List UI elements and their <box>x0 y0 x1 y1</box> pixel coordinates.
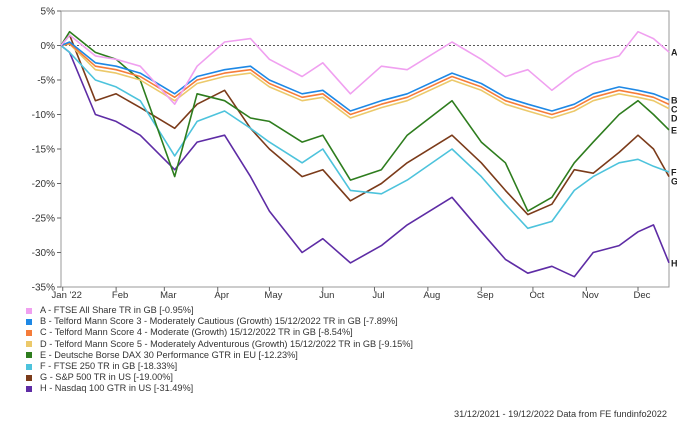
legend-swatch <box>26 318 32 325</box>
y-tick-label: -10% <box>32 110 55 121</box>
series-line-e <box>60 30 670 212</box>
legend-label: H - Nasdaq 100 GTR in US [-31.49%] <box>40 383 194 394</box>
series-line-d <box>60 43 670 119</box>
legend-item-c: C - Telford Mann Score 4 - Moderate (Gro… <box>26 327 586 338</box>
x-tick-label: Jan '22 <box>52 290 82 300</box>
y-tick-label: -35% <box>32 283 55 294</box>
legend-label: E - Deutsche Borse DAX 30 Performance GT… <box>40 349 298 360</box>
x-tick-label: Feb <box>112 290 128 300</box>
legend-item-g: G - S&P 500 TR in US [-19.00%] <box>26 372 586 383</box>
end-label-d: D <box>671 113 677 123</box>
end-label-g: G <box>671 176 677 186</box>
x-tick-label: May <box>264 290 282 300</box>
legend-label: B - Telford Mann Score 3 - Moderately Ca… <box>40 316 398 327</box>
legend-item-f: F - FTSE 250 TR in GB [-18.33%] <box>26 361 586 372</box>
legend-swatch <box>26 307 32 314</box>
legend-swatch <box>26 341 32 348</box>
legend-item-a: A - FTSE All Share TR in GB [-0.95%] <box>26 305 586 316</box>
x-tick-label: Aug <box>423 290 440 300</box>
y-tick-label: -5% <box>37 76 55 87</box>
legend-item-b: B - Telford Mann Score 3 - Moderately Ca… <box>26 316 586 327</box>
legend-label: D - Telford Mann Score 5 - Moderately Ad… <box>40 338 413 349</box>
end-label-b: B <box>671 95 677 105</box>
x-tick-label: Apr <box>214 290 229 300</box>
y-tick-label: -30% <box>32 248 55 259</box>
y-tick-label: -25% <box>32 214 55 225</box>
end-label-c: C <box>671 104 677 114</box>
x-tick-label: Mar <box>160 290 176 300</box>
x-axis: Jan '22 Feb Mar Apr May Jun Jul Aug Sep Oct Nov Dec <box>52 287 651 300</box>
line-chart: 5% 0% -5% -10% -15% -20% -25% -30% -35% Jan '22 F… <box>32 7 677 301</box>
legend-swatch <box>26 363 32 370</box>
series-layer <box>60 30 670 278</box>
end-label-a: A <box>671 48 677 58</box>
legend-label: G - S&P 500 TR in US [-19.00%] <box>40 372 173 383</box>
legend-item-e: E - Deutsche Borse DAX 30 Performance GT… <box>26 350 586 361</box>
end-label-f: F <box>671 167 677 177</box>
series-line-a <box>60 30 670 105</box>
end-label-h: H <box>671 258 677 268</box>
y-tick-label: 5% <box>41 7 56 18</box>
y-tick-label: -15% <box>32 145 55 156</box>
plot-border <box>60 10 670 288</box>
x-tick-label: Jul <box>372 290 384 300</box>
legend-label: F - FTSE 250 TR in GB [-18.33%] <box>40 361 178 372</box>
legend-swatch <box>26 352 32 359</box>
legend-swatch <box>26 329 32 336</box>
legend-swatch <box>26 374 32 381</box>
end-label-e: E <box>671 125 677 135</box>
legend-label: C - Telford Mann Score 4 - Moderate (Gro… <box>40 327 353 338</box>
series-line-f <box>60 44 670 230</box>
y-tick-label: 0% <box>41 41 56 52</box>
y-tick-label: -20% <box>32 179 55 190</box>
x-tick-label: Nov <box>582 290 599 300</box>
legend-label: A - FTSE All Share TR in GB [-0.95%] <box>40 305 194 316</box>
legend-swatch <box>26 385 32 392</box>
legend-item-d: D - Telford Mann Score 5 - Moderately Ad… <box>26 339 586 350</box>
legend-item-h: H - Nasdaq 100 GTR in US [-31.49%] <box>26 383 586 394</box>
x-tick-label: Jun <box>319 290 334 300</box>
date-range-footer: 31/12/2021 - 19/12/2022 Data from FE fun… <box>454 409 667 419</box>
x-tick-label: Sep <box>477 290 494 300</box>
x-tick-label: Dec <box>634 290 651 300</box>
legend: A - FTSE All Share TR in GB [-0.95%] B - … <box>26 305 586 395</box>
series-line-h <box>60 44 670 278</box>
y-axis: 5% 0% -5% -10% -15% -20% -25% -30% -35% <box>32 7 61 294</box>
series-line-c <box>60 42 670 116</box>
series-line-b <box>60 41 670 112</box>
plot-frame <box>60 10 670 288</box>
x-tick-label: Oct <box>530 290 545 300</box>
